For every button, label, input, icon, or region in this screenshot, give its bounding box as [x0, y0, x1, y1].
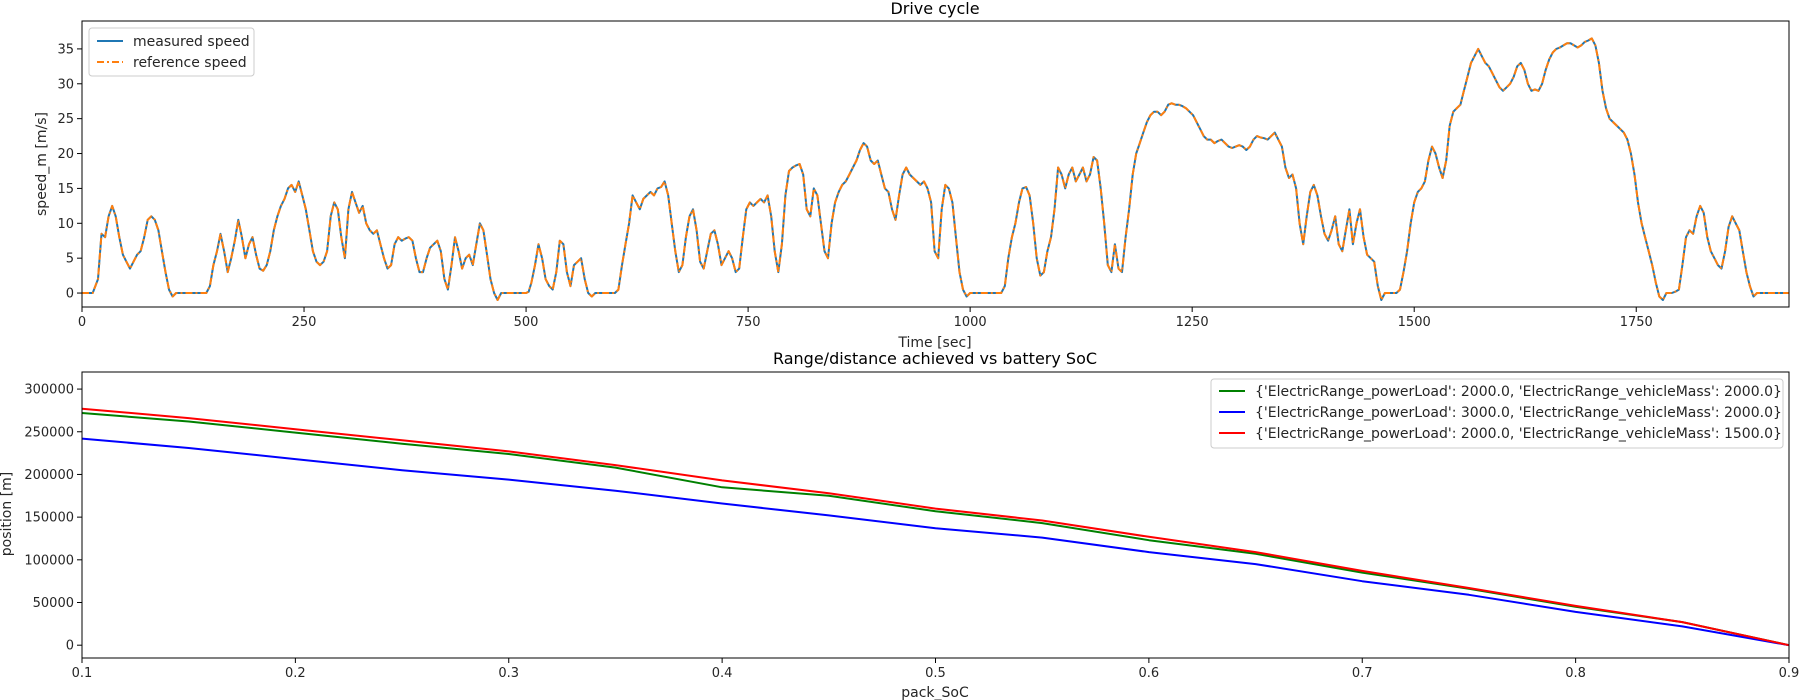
legend-label-reference-speed: reference speed	[133, 55, 247, 71]
y-tick-label: 50000	[33, 596, 74, 611]
x-tick-label: 250	[292, 315, 317, 330]
range-vs-soc-ticks: 0.1 0.2 0.3 0.4 0.5 0.6 0.7 0.8 0.9 0 50000 100000 1…	[24, 383, 1799, 681]
drive-cycle-x-axis-label: Time [sec]	[897, 335, 971, 351]
drive-cycle-legend: measured speed reference speed	[88, 27, 255, 77]
drive-cycle-title: Drive cycle	[890, 0, 979, 18]
x-tick-label: 0.2	[285, 666, 306, 681]
legend-label-powerload-3000-mass-2000: {'ElectricRange_powerLoad': 3000.0, 'Ele…	[1255, 405, 1782, 421]
range-vs-soc-x-axis-label: pack_SoC	[901, 685, 969, 700]
y-tick-label: 35	[57, 42, 74, 57]
x-tick-label: 0	[78, 315, 86, 330]
x-tick-label: 1750	[1620, 315, 1653, 330]
y-tick-label: 200000	[24, 468, 74, 483]
y-tick-label: 250000	[24, 425, 74, 440]
y-tick-label: 20	[57, 147, 74, 162]
x-tick-label: 0.1	[72, 666, 93, 681]
x-tick-label: 1000	[954, 315, 987, 330]
range-vs-soc-series	[81, 407, 1790, 647]
x-tick-label: 500	[514, 315, 539, 330]
drive-cycle-legend-box	[88, 27, 255, 77]
x-tick-label: 1250	[1176, 315, 1209, 330]
y-tick-label: 0	[66, 287, 74, 302]
x-tick-label: 0.4	[712, 666, 733, 681]
y-tick-label: 30	[57, 77, 74, 92]
x-tick-label: 0.8	[1565, 666, 1586, 681]
y-tick-label: 100000	[24, 553, 74, 568]
series-line-1-1	[81, 437, 1790, 647]
legend-label-measured-speed: measured speed	[133, 34, 250, 50]
drive-cycle-chart: Drive cycle Time [sec] speed_m [m/s] 0 25…	[34, 0, 1790, 351]
x-tick-label: 0.6	[1139, 666, 1160, 681]
range-vs-soc-plot-frame	[81, 371, 1790, 659]
x-tick-label: 1500	[1398, 315, 1431, 330]
drive-cycle-ticks: 0 250 500 750 1000 1250 1500 1750 0 5 10 15 20 25 30 35	[57, 42, 1652, 330]
drive-cycle-plot-frame	[81, 20, 1790, 308]
y-tick-label: 15	[57, 182, 74, 197]
x-tick-label: 0.3	[498, 666, 519, 681]
legend-label-powerload-2000-mass-1500: {'ElectricRange_powerLoad': 2000.0, 'Ele…	[1255, 426, 1782, 442]
drive-cycle-series	[82, 37, 1789, 301]
x-tick-label: 0.7	[1352, 666, 1373, 681]
range-vs-soc-title: Range/distance achieved vs battery SoC	[773, 349, 1097, 368]
range-vs-soc-chart: Range/distance achieved vs battery SoC p…	[0, 349, 1799, 700]
x-tick-label: 0.9	[1779, 666, 1800, 681]
series-line-1-2	[81, 407, 1790, 647]
x-tick-label: 750	[736, 315, 761, 330]
y-tick-label: 150000	[24, 511, 74, 526]
x-tick-label: 0.5	[925, 666, 946, 681]
range-vs-soc-legend: {'ElectricRange_powerLoad': 2000.0, 'Ele…	[1210, 378, 1784, 449]
range-vs-soc-legend-box	[1210, 378, 1784, 449]
y-tick-label: 300000	[24, 383, 74, 398]
range-vs-soc-y-axis-label: position [m]	[0, 472, 15, 556]
drive-cycle-y-axis-label: speed_m [m/s]	[34, 112, 50, 216]
y-tick-label: 10	[57, 217, 74, 232]
series-line-0-1	[82, 37, 1789, 301]
y-tick-label: 25	[57, 112, 74, 127]
y-tick-label: 0	[66, 639, 74, 654]
y-tick-label: 5	[66, 252, 74, 267]
legend-label-powerload-2000-mass-2000: {'ElectricRange_powerLoad': 2000.0, 'Ele…	[1255, 384, 1782, 400]
